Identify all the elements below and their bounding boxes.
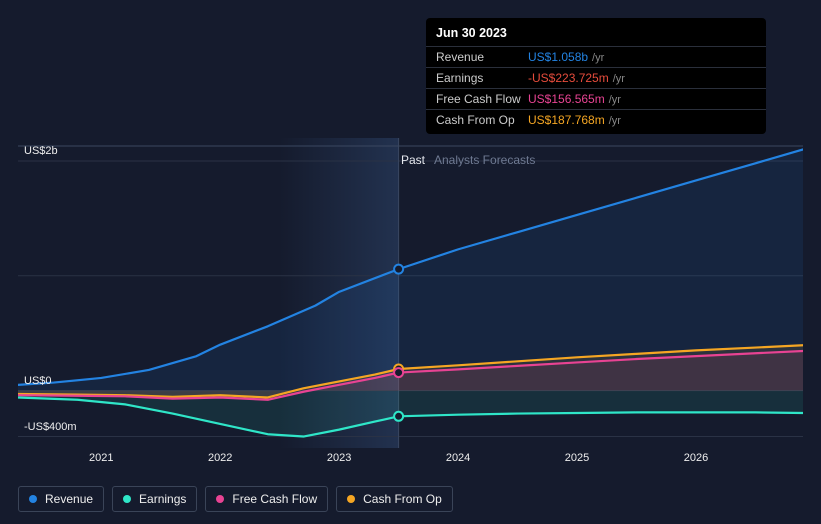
x-axis-label: 2025 (565, 452, 589, 464)
tooltip-date: Jun 30 2023 (426, 26, 766, 46)
x-axis-label: 2021 (89, 452, 113, 464)
section-label-forecast: Analysts Forecasts (434, 153, 535, 167)
legend-dot-icon (216, 495, 224, 503)
tooltip-row: RevenueUS$1.058b/yr (426, 46, 766, 67)
legend-label: Free Cash Flow (232, 492, 317, 506)
legend-label: Cash From Op (363, 492, 442, 506)
x-axis-label: 2022 (208, 452, 232, 464)
tooltip-metric-label: Cash From Op (436, 113, 528, 127)
tooltip-unit: /yr (609, 94, 621, 106)
legend-item-revenue[interactable]: Revenue (18, 486, 104, 512)
x-axis-label: 2026 (684, 452, 708, 464)
chart-legend: Revenue Earnings Free Cash Flow Cash From O… (18, 486, 453, 512)
tooltip-metric-label: Revenue (436, 50, 528, 64)
tooltip-metric-value: US$187.768m (528, 113, 605, 127)
forecast-label-text: Analysts Forecasts (434, 153, 535, 167)
legend-item-earnings[interactable]: Earnings (112, 486, 197, 512)
legend-dot-icon (123, 495, 131, 503)
tooltip-row: Earnings-US$223.725m/yr (426, 67, 766, 88)
x-axis-label: 2024 (446, 452, 470, 464)
tooltip-metric-value: US$1.058b (528, 50, 588, 64)
legend-dot-icon (29, 495, 37, 503)
x-axis-label: 2023 (327, 452, 351, 464)
legend-item-free-cash-flow[interactable]: Free Cash Flow (205, 486, 328, 512)
tooltip-unit: /yr (613, 73, 625, 85)
tooltip-metric-label: Free Cash Flow (436, 92, 528, 106)
legend-item-cash-from-op[interactable]: Cash From Op (336, 486, 453, 512)
y-axis-label: US$2b (24, 145, 58, 157)
past-label-text: Past (401, 153, 425, 167)
financial-chart: Jun 30 2023 RevenueUS$1.058b/yrEarnings-… (18, 18, 803, 468)
legend-label: Earnings (139, 492, 186, 506)
tooltip-metric-value: -US$223.725m (528, 71, 609, 85)
chart-tooltip: Jun 30 2023 RevenueUS$1.058b/yrEarnings-… (426, 18, 766, 134)
tooltip-row: Free Cash FlowUS$156.565m/yr (426, 88, 766, 109)
tooltip-metric-value: US$156.565m (528, 92, 605, 106)
tooltip-unit: /yr (592, 52, 604, 64)
y-axis-label: US$0 (24, 375, 52, 387)
legend-dot-icon (347, 495, 355, 503)
tooltip-unit: /yr (609, 115, 621, 127)
tooltip-row: Cash From OpUS$187.768m/yr (426, 109, 766, 130)
section-label-past: Past (401, 153, 425, 167)
legend-label: Revenue (45, 492, 93, 506)
tooltip-metric-label: Earnings (436, 71, 528, 85)
y-axis-label: -US$400m (24, 421, 77, 433)
